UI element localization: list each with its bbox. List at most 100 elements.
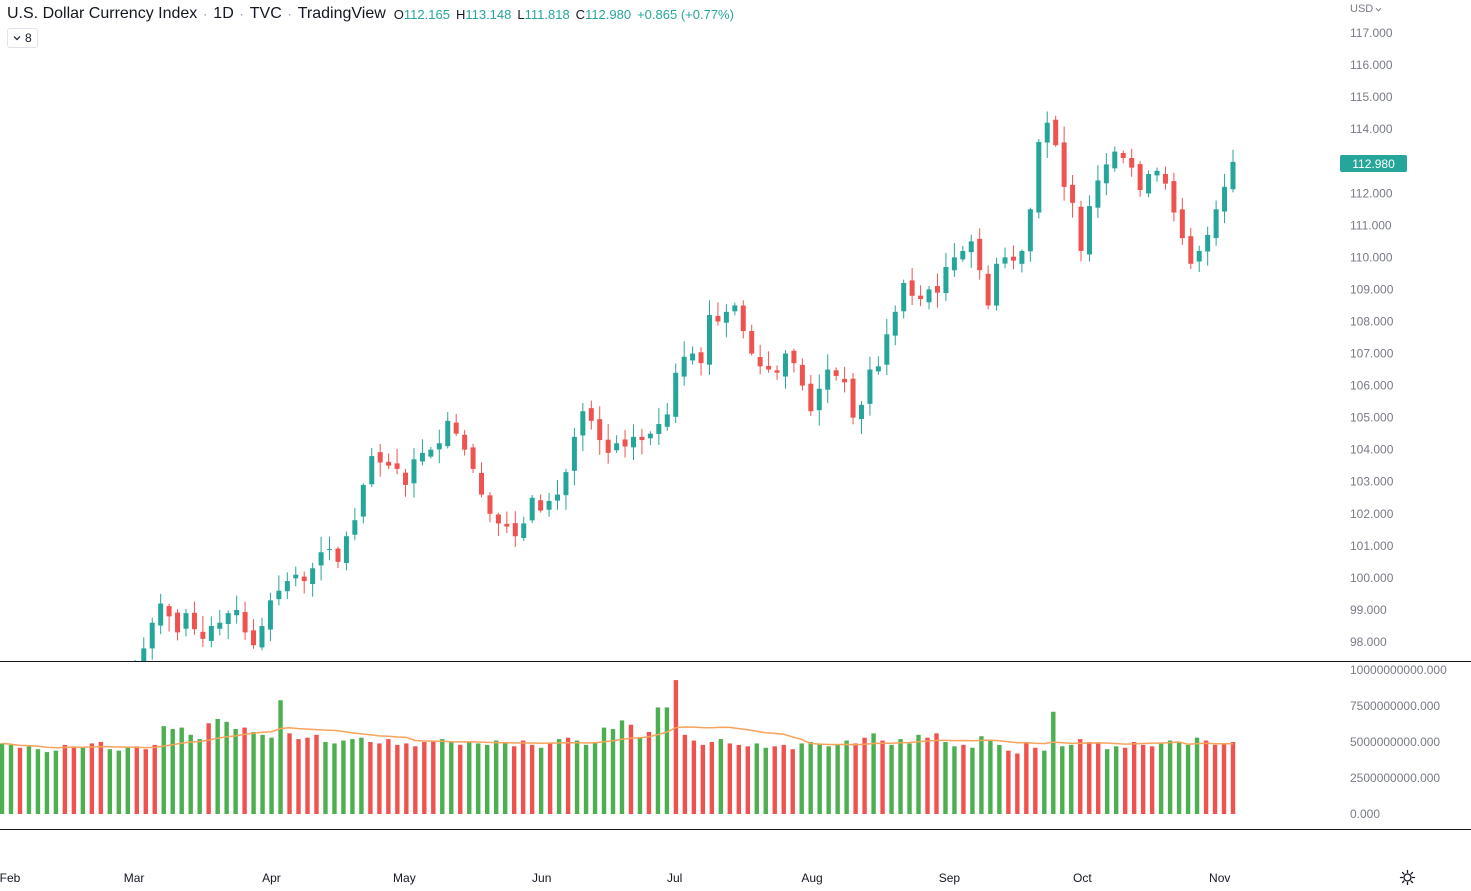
volume-bar [467,742,472,814]
volume-bar [628,724,634,814]
volume-bar [161,726,166,814]
volume-bar [709,742,715,814]
candle-body [1103,164,1109,184]
volume-bar [925,737,930,814]
candle-body [867,369,873,404]
volume-bar [305,737,310,814]
candle-body [1010,256,1016,261]
volume-bar [440,739,445,814]
price-tick-label: 114.000 [1350,122,1393,136]
price-tick-label: 101.000 [1350,539,1394,553]
volume-bar [691,740,697,814]
time-axis-label: Sep [939,871,961,885]
volume-bar [458,744,463,814]
candle-body [977,238,983,271]
candle-body [740,305,746,332]
separator-dot: · [203,7,208,21]
candle-body [875,366,881,372]
volume-bar [817,743,822,814]
volume-bar [26,746,32,814]
candle-body [1222,186,1228,212]
source-label: TradingView [297,5,386,22]
candle-body [276,590,282,600]
candle-body [175,612,181,633]
volume-bar [431,740,436,814]
indicators-toggle-button[interactable]: 8 [7,28,38,48]
candle-body [1036,141,1042,213]
candle-body [555,494,561,501]
volume-bar [511,746,517,814]
interval-label[interactable]: 1D [213,5,234,22]
candle-body [504,523,510,527]
volume-bar [610,729,616,814]
volume-bar [395,744,400,814]
volume-bar [844,740,849,814]
candle-body [436,443,442,450]
volume-bar [574,740,580,814]
candle-body [1196,250,1202,262]
candle-body [1137,164,1143,191]
volume-bar [332,743,337,814]
volume-bar [107,749,113,814]
candle-body [1070,184,1076,203]
volume-bar [889,744,894,814]
candle-body [951,257,957,271]
volume-bar [476,743,481,814]
volume-bar [0,743,5,814]
candle-body [208,625,214,641]
volume-bar [368,742,373,814]
candle-body [479,472,485,495]
volume-tick-label: 7500000000.000 [1350,699,1440,713]
candle-body [327,549,333,551]
volume-bar [1212,744,1218,814]
volume-bar [538,747,544,814]
candle-body [706,315,712,365]
separator-dot: · [287,7,292,21]
volume-bar [1185,744,1191,814]
high-label: H [455,6,466,22]
volume-bar [1194,737,1200,814]
candle-body [1146,174,1152,194]
volume-bar [1167,740,1173,814]
currency-selector[interactable]: USD [1350,3,1382,15]
low-value: 111.818 [524,6,570,22]
price-tick-label: 111.000 [1350,218,1392,232]
volume-bar [170,729,175,814]
volume-bar [1113,746,1119,814]
volume-bar [449,742,454,814]
change-value: +0.865 (+0.77%) [637,6,734,22]
candle-body [386,461,392,466]
candle-body [968,241,974,253]
time-axis-label: May [393,871,416,885]
volume-bar [1140,744,1146,814]
candle-body [183,613,189,629]
volume-bar [1096,743,1101,814]
candle-body [782,353,788,377]
volume-bar [727,743,733,814]
volume-bar [745,746,750,814]
volume-bar [152,744,157,814]
candle-body [445,420,451,447]
candle-body [217,622,223,629]
price-tick-label: 116.000 [1350,58,1393,72]
candle-body [225,613,231,624]
candle-body [825,369,831,390]
candle-body [723,311,729,323]
time-axis-label: Feb [0,871,21,885]
price-tick-label: 104.000 [1350,443,1394,457]
volume-bar [1176,742,1182,814]
symbol-name[interactable]: U.S. Dollar Currency Index [7,5,198,22]
candle-body [850,378,856,418]
candle-body [377,452,383,463]
volume-bar [386,739,391,814]
volume-bar [17,747,23,814]
volume-bar [179,727,184,814]
volume-bar [62,744,68,814]
volume-bar [80,747,86,814]
candle-body [512,523,518,537]
volume-bar [98,742,104,814]
candle-body [934,286,940,293]
volume-bar [1042,750,1047,814]
chart-settings-button[interactable] [1399,869,1416,886]
